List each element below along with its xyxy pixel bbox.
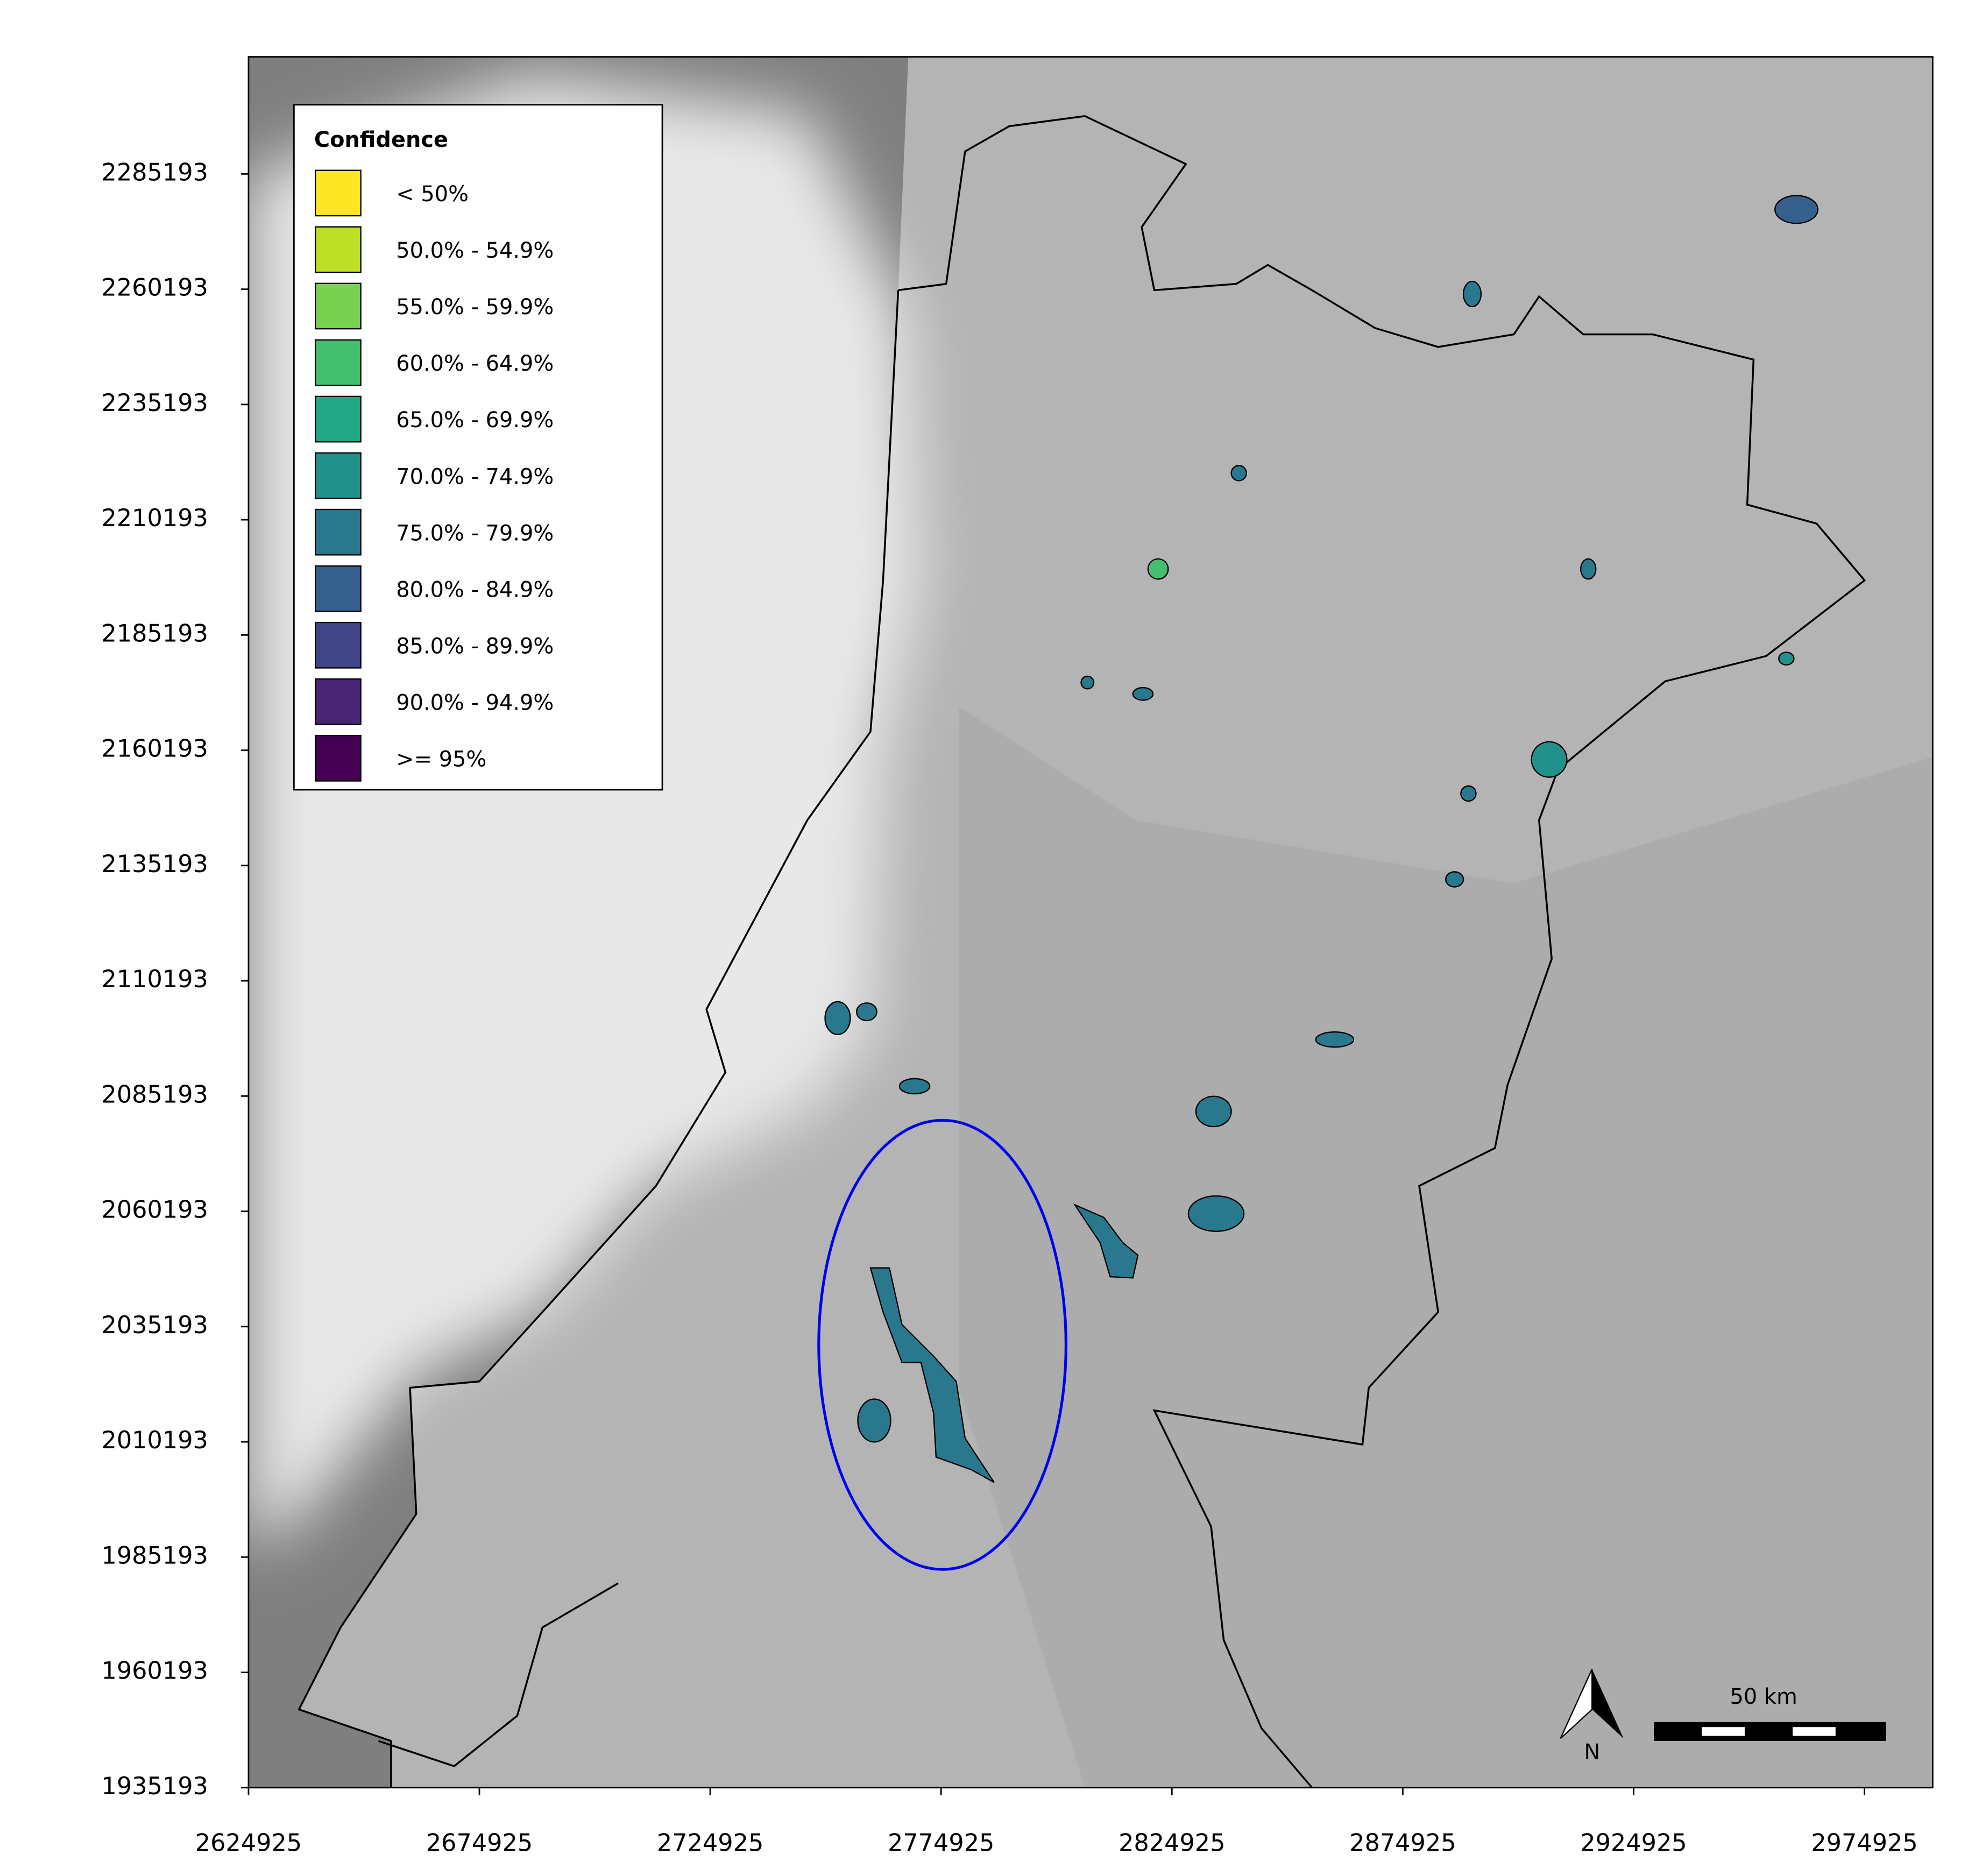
detection-patch bbox=[1147, 558, 1169, 580]
y-tick-label: 2110193 bbox=[101, 965, 208, 993]
legend-label: 75.0% - 79.9% bbox=[396, 521, 554, 546]
y-tick-label: 2235193 bbox=[101, 389, 208, 417]
detection-patch bbox=[898, 1078, 931, 1095]
highlight-ellipse bbox=[817, 1118, 1067, 1571]
legend-title: Confidence bbox=[314, 128, 448, 152]
north-arrow: N bbox=[1560, 1668, 1624, 1765]
scale-bar-base bbox=[1654, 1722, 1886, 1742]
legend-label: 90.0% - 94.9% bbox=[396, 690, 554, 715]
y-tick-label: 2035193 bbox=[101, 1311, 208, 1339]
detection-patch bbox=[1230, 465, 1247, 482]
detection-patch bbox=[1531, 741, 1568, 778]
legend: Confidence < 50% 50.0% - 54.9% 55.0% - 59.… bbox=[293, 104, 663, 791]
map-area bbox=[248, 56, 1933, 1788]
x-tick-label: 2724925 bbox=[657, 1829, 763, 1857]
detection-patch bbox=[824, 1001, 851, 1036]
legend-swatch bbox=[315, 452, 362, 499]
detection-patch bbox=[869, 1267, 995, 1483]
land-shade bbox=[959, 706, 1933, 1788]
detection-patch bbox=[1073, 1203, 1139, 1279]
legend-swatch bbox=[315, 734, 362, 782]
scale-bar-segment bbox=[1793, 1727, 1836, 1736]
legend-label: 55.0% - 59.9% bbox=[396, 295, 554, 320]
detection-patch bbox=[855, 1002, 877, 1022]
legend-label: 60.0% - 64.9% bbox=[396, 351, 554, 376]
legend-swatch bbox=[315, 339, 362, 386]
y-tick-label: 1985193 bbox=[101, 1541, 208, 1569]
coastline bbox=[298, 290, 900, 1788]
legend-swatch bbox=[315, 226, 362, 273]
detection-patch bbox=[857, 1398, 891, 1443]
x-tick-label: 2974925 bbox=[1811, 1829, 1917, 1857]
detection-patch bbox=[1580, 558, 1597, 580]
y-tick-label: 2160193 bbox=[101, 735, 208, 763]
legend-label: 65.0% - 69.9% bbox=[396, 408, 554, 433]
detection-patch bbox=[1460, 785, 1477, 802]
legend-box bbox=[293, 104, 663, 791]
detection-patch bbox=[1315, 1031, 1355, 1048]
x-tick-label: 2824925 bbox=[1118, 1829, 1225, 1857]
scale-bar-label: 50 km bbox=[1730, 1684, 1797, 1709]
legend-label: 70.0% - 74.9% bbox=[396, 464, 554, 489]
y-tick-label: 2010193 bbox=[101, 1426, 208, 1454]
legend-label: >= 95% bbox=[396, 747, 486, 772]
detection-patch bbox=[1080, 675, 1095, 690]
legend-swatch bbox=[315, 508, 362, 556]
legend-swatch bbox=[315, 395, 362, 443]
y-tick-label: 1935193 bbox=[101, 1772, 208, 1800]
legend-label: < 50% bbox=[396, 182, 469, 207]
north-arrow-right bbox=[1592, 1669, 1624, 1739]
y-tick-label: 2085193 bbox=[101, 1080, 208, 1108]
x-tick-label: 2624925 bbox=[195, 1829, 302, 1857]
frame bbox=[247, 56, 1934, 1789]
x-tick-label: 2874925 bbox=[1349, 1829, 1456, 1857]
x-tick-label: 2674925 bbox=[426, 1829, 533, 1857]
detection-patch bbox=[1187, 1195, 1245, 1232]
legend-swatch bbox=[315, 282, 362, 330]
detection-patch bbox=[1778, 652, 1795, 666]
legend-label: 50.0% - 54.9% bbox=[396, 238, 554, 263]
y-tick-label: 2210193 bbox=[101, 504, 208, 532]
legend-swatch bbox=[315, 565, 362, 612]
scale-bar-segment bbox=[1702, 1727, 1745, 1736]
y-tick-label: 2285193 bbox=[101, 158, 208, 186]
legend-label: 80.0% - 84.9% bbox=[396, 577, 554, 602]
y-tick-label: 2185193 bbox=[101, 619, 208, 647]
y-tick-label: 2260193 bbox=[101, 274, 208, 302]
legend-label: 85.0% - 89.9% bbox=[396, 634, 554, 659]
detections bbox=[824, 195, 1819, 1483]
detection-patch bbox=[1132, 686, 1154, 701]
detection-patch bbox=[1462, 280, 1482, 308]
scale-bar: 50 km bbox=[1654, 1684, 1886, 1742]
y-tick-label: 1960193 bbox=[101, 1657, 208, 1685]
detection-patch bbox=[1445, 871, 1464, 888]
x-tick-label: 2774925 bbox=[888, 1829, 994, 1857]
legend-swatch bbox=[315, 169, 362, 217]
x-tick-label: 2924925 bbox=[1580, 1829, 1687, 1857]
y-tick-label: 2135193 bbox=[101, 850, 208, 878]
legend-swatch bbox=[315, 678, 362, 725]
north-label: N bbox=[1584, 1740, 1600, 1765]
y-tick-label: 2060193 bbox=[101, 1196, 208, 1224]
region-border bbox=[898, 115, 1866, 1788]
detection-patch bbox=[1195, 1095, 1232, 1128]
detection-patch bbox=[1774, 195, 1819, 224]
legend-swatch bbox=[315, 621, 362, 669]
